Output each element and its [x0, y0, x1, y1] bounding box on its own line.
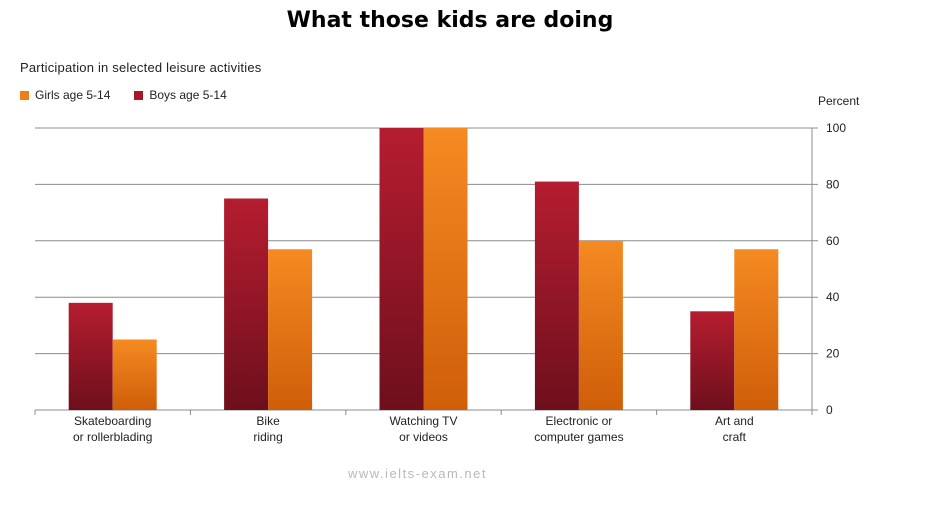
x-category-label-3: Electronic or computer games	[534, 414, 623, 444]
bar-boys-0	[68, 302, 113, 410]
bar-girls-1	[268, 249, 313, 410]
y-axis-unit-label: Percent	[818, 94, 860, 108]
legend-item-girls: Girls age 5-14	[20, 88, 110, 102]
x-category-label-1: Bike riding	[253, 414, 282, 444]
bar-boys-3	[534, 181, 579, 410]
y-tick-label-40: 40	[826, 290, 840, 304]
chart-subtitle: Participation in selected leisure activi…	[20, 60, 262, 75]
y-tick-label-100: 100	[826, 121, 846, 135]
x-category-label-4: Art and craft	[715, 414, 754, 444]
bar-girls-0	[112, 339, 157, 410]
legend-label-girls: Girls age 5-14	[35, 88, 111, 102]
chart-title: What those kids are doing	[286, 8, 614, 33]
bar-boys-4	[690, 311, 735, 410]
y-tick-label-60: 60	[826, 234, 840, 248]
bar-girls-2	[423, 128, 468, 410]
watermark: www.ielts-exam.net	[348, 466, 487, 481]
bar-boys-2	[379, 128, 424, 410]
x-category-label-2: Watching TV or videos	[389, 414, 457, 444]
y-tick-label-20: 20	[826, 347, 840, 361]
bar-girls-4	[734, 249, 779, 410]
x-category-label-0: Skateboarding or rollerblading	[73, 414, 152, 444]
legend-item-boys: Boys age 5-14	[134, 88, 227, 102]
y-tick-label-0: 0	[826, 403, 833, 417]
legend-label-boys: Boys age 5-14	[149, 88, 227, 102]
chart-legend: Girls age 5-14 Boys age 5-14	[20, 88, 227, 102]
bar-boys-1	[224, 198, 269, 410]
legend-swatch-boys	[134, 90, 144, 100]
legend-swatch-girls	[20, 90, 29, 100]
y-tick-label-80: 80	[826, 177, 840, 191]
bar-girls-3	[578, 240, 623, 410]
